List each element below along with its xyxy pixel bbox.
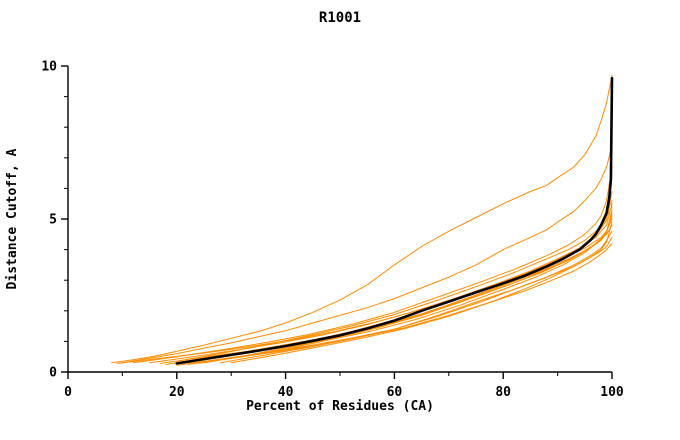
series-model-13: [230, 221, 613, 364]
x-tick-label: 0: [64, 385, 72, 400]
series-highlight: [175, 76, 614, 365]
x-tick-label: 80: [495, 385, 511, 400]
series-model-02: [121, 145, 613, 364]
x-axis-label: Percent of Residues (CA): [246, 399, 434, 414]
series-model-16: [116, 218, 613, 364]
series-model-14: [160, 209, 613, 364]
x-tick-label: 60: [387, 385, 403, 400]
y-axis-label: Distance Cutoff, A: [5, 148, 20, 289]
y-tick-label: 0: [49, 366, 57, 381]
series-model-03: [132, 166, 613, 364]
chart-title: R1001: [319, 10, 361, 26]
series-model-07: [203, 215, 613, 364]
x-tick-label: 100: [600, 385, 624, 400]
series-model-15: [187, 243, 613, 365]
y-tick-label: 5: [49, 213, 57, 228]
y-tick-label: 10: [41, 60, 57, 75]
plot-area: 0 20 40 60 80 100 0 5 10: [41, 60, 624, 401]
series-model-11: [176, 200, 613, 362]
series-model-06: [187, 224, 613, 364]
series-model-10: [149, 203, 613, 364]
series-model-01: [111, 74, 613, 364]
axis-lines: [67, 66, 612, 373]
x-tick-label: 20: [169, 385, 185, 400]
series-model-12: [198, 212, 613, 364]
x-tick-label: 40: [278, 385, 294, 400]
